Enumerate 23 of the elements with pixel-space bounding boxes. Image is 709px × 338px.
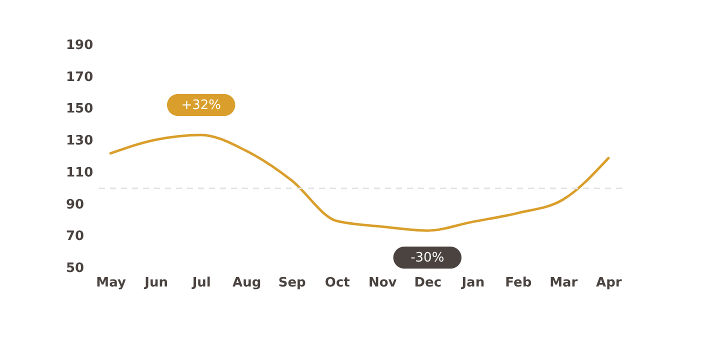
y-tick-label: 50 bbox=[66, 261, 84, 276]
x-tick-label: Feb bbox=[505, 276, 532, 290]
y-tick-label: 190 bbox=[66, 38, 94, 53]
y-tick-label: 90 bbox=[66, 197, 84, 212]
y-tick-label: 70 bbox=[66, 229, 84, 244]
x-tick-label: Jun bbox=[144, 276, 168, 290]
y-tick-label: 170 bbox=[66, 70, 94, 85]
x-tick-label: Aug bbox=[232, 276, 262, 290]
x-tick-label: Jan bbox=[460, 276, 485, 290]
line-series bbox=[109, 134, 610, 232]
x-tick-label: Sep bbox=[278, 276, 306, 290]
y-tick-label: 130 bbox=[66, 134, 94, 149]
y-tick-label: 150 bbox=[66, 102, 94, 117]
x-tick-label: Oct bbox=[324, 276, 350, 290]
x-tick-label: May bbox=[96, 276, 126, 290]
x-tick-label: Mar bbox=[550, 276, 578, 290]
annotation: -30% bbox=[410, 250, 444, 266]
y-tick-label: 110 bbox=[66, 165, 94, 180]
x-tick-label: Nov bbox=[368, 276, 398, 290]
x-tick-label: Apr bbox=[596, 276, 622, 290]
annotation: +32% bbox=[181, 98, 221, 113]
x-tick-label: Jul bbox=[191, 276, 211, 290]
x-tick-label: Dec bbox=[414, 276, 442, 290]
